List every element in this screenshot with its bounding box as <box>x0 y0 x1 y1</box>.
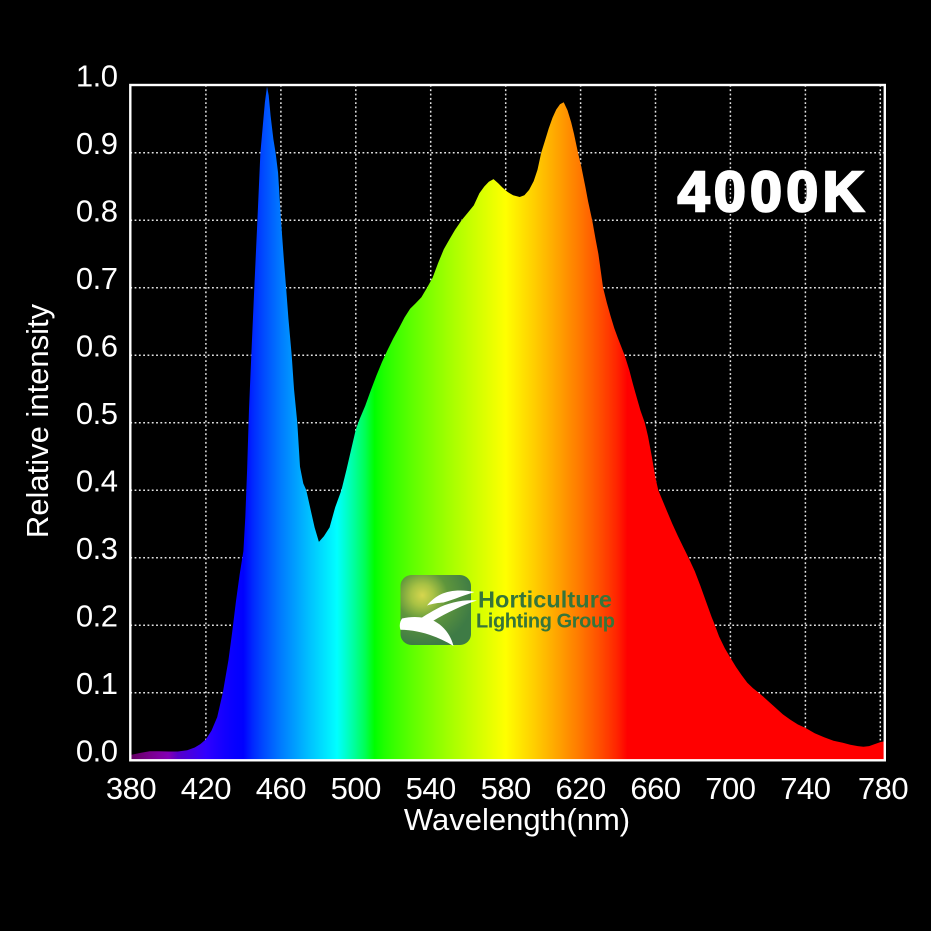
svg-text:0.9: 0.9 <box>76 126 118 161</box>
svg-text:0.1: 0.1 <box>76 666 118 701</box>
svg-text:Relative intensity: Relative intensity <box>20 303 55 538</box>
svg-text:500: 500 <box>331 771 381 806</box>
svg-text:700: 700 <box>705 771 755 806</box>
svg-text:0.6: 0.6 <box>76 329 118 364</box>
svg-text:620: 620 <box>555 771 605 806</box>
svg-text:460: 460 <box>256 771 306 806</box>
svg-text:420: 420 <box>181 771 231 806</box>
svg-text:Horticulture: Horticulture <box>478 587 612 613</box>
svg-text:740: 740 <box>780 771 830 806</box>
svg-text:0.4: 0.4 <box>76 464 118 499</box>
svg-text:780: 780 <box>858 771 908 806</box>
svg-text:1.0: 1.0 <box>76 59 118 94</box>
svg-text:540: 540 <box>406 771 456 806</box>
svg-text:660: 660 <box>630 771 680 806</box>
svg-text:0.0: 0.0 <box>76 734 118 769</box>
svg-text:0.8: 0.8 <box>76 194 118 229</box>
svg-text:Wavelength(nm): Wavelength(nm) <box>404 802 630 837</box>
svg-text:0.3: 0.3 <box>76 531 118 566</box>
svg-text:0.5: 0.5 <box>76 396 118 431</box>
svg-text:380: 380 <box>106 771 156 806</box>
svg-text:4000K: 4000K <box>678 160 868 224</box>
svg-text:0.7: 0.7 <box>76 261 118 296</box>
svg-text:0.2: 0.2 <box>76 599 118 634</box>
svg-text:Lighting Group: Lighting Group <box>476 611 615 633</box>
svg-text:580: 580 <box>481 771 531 806</box>
